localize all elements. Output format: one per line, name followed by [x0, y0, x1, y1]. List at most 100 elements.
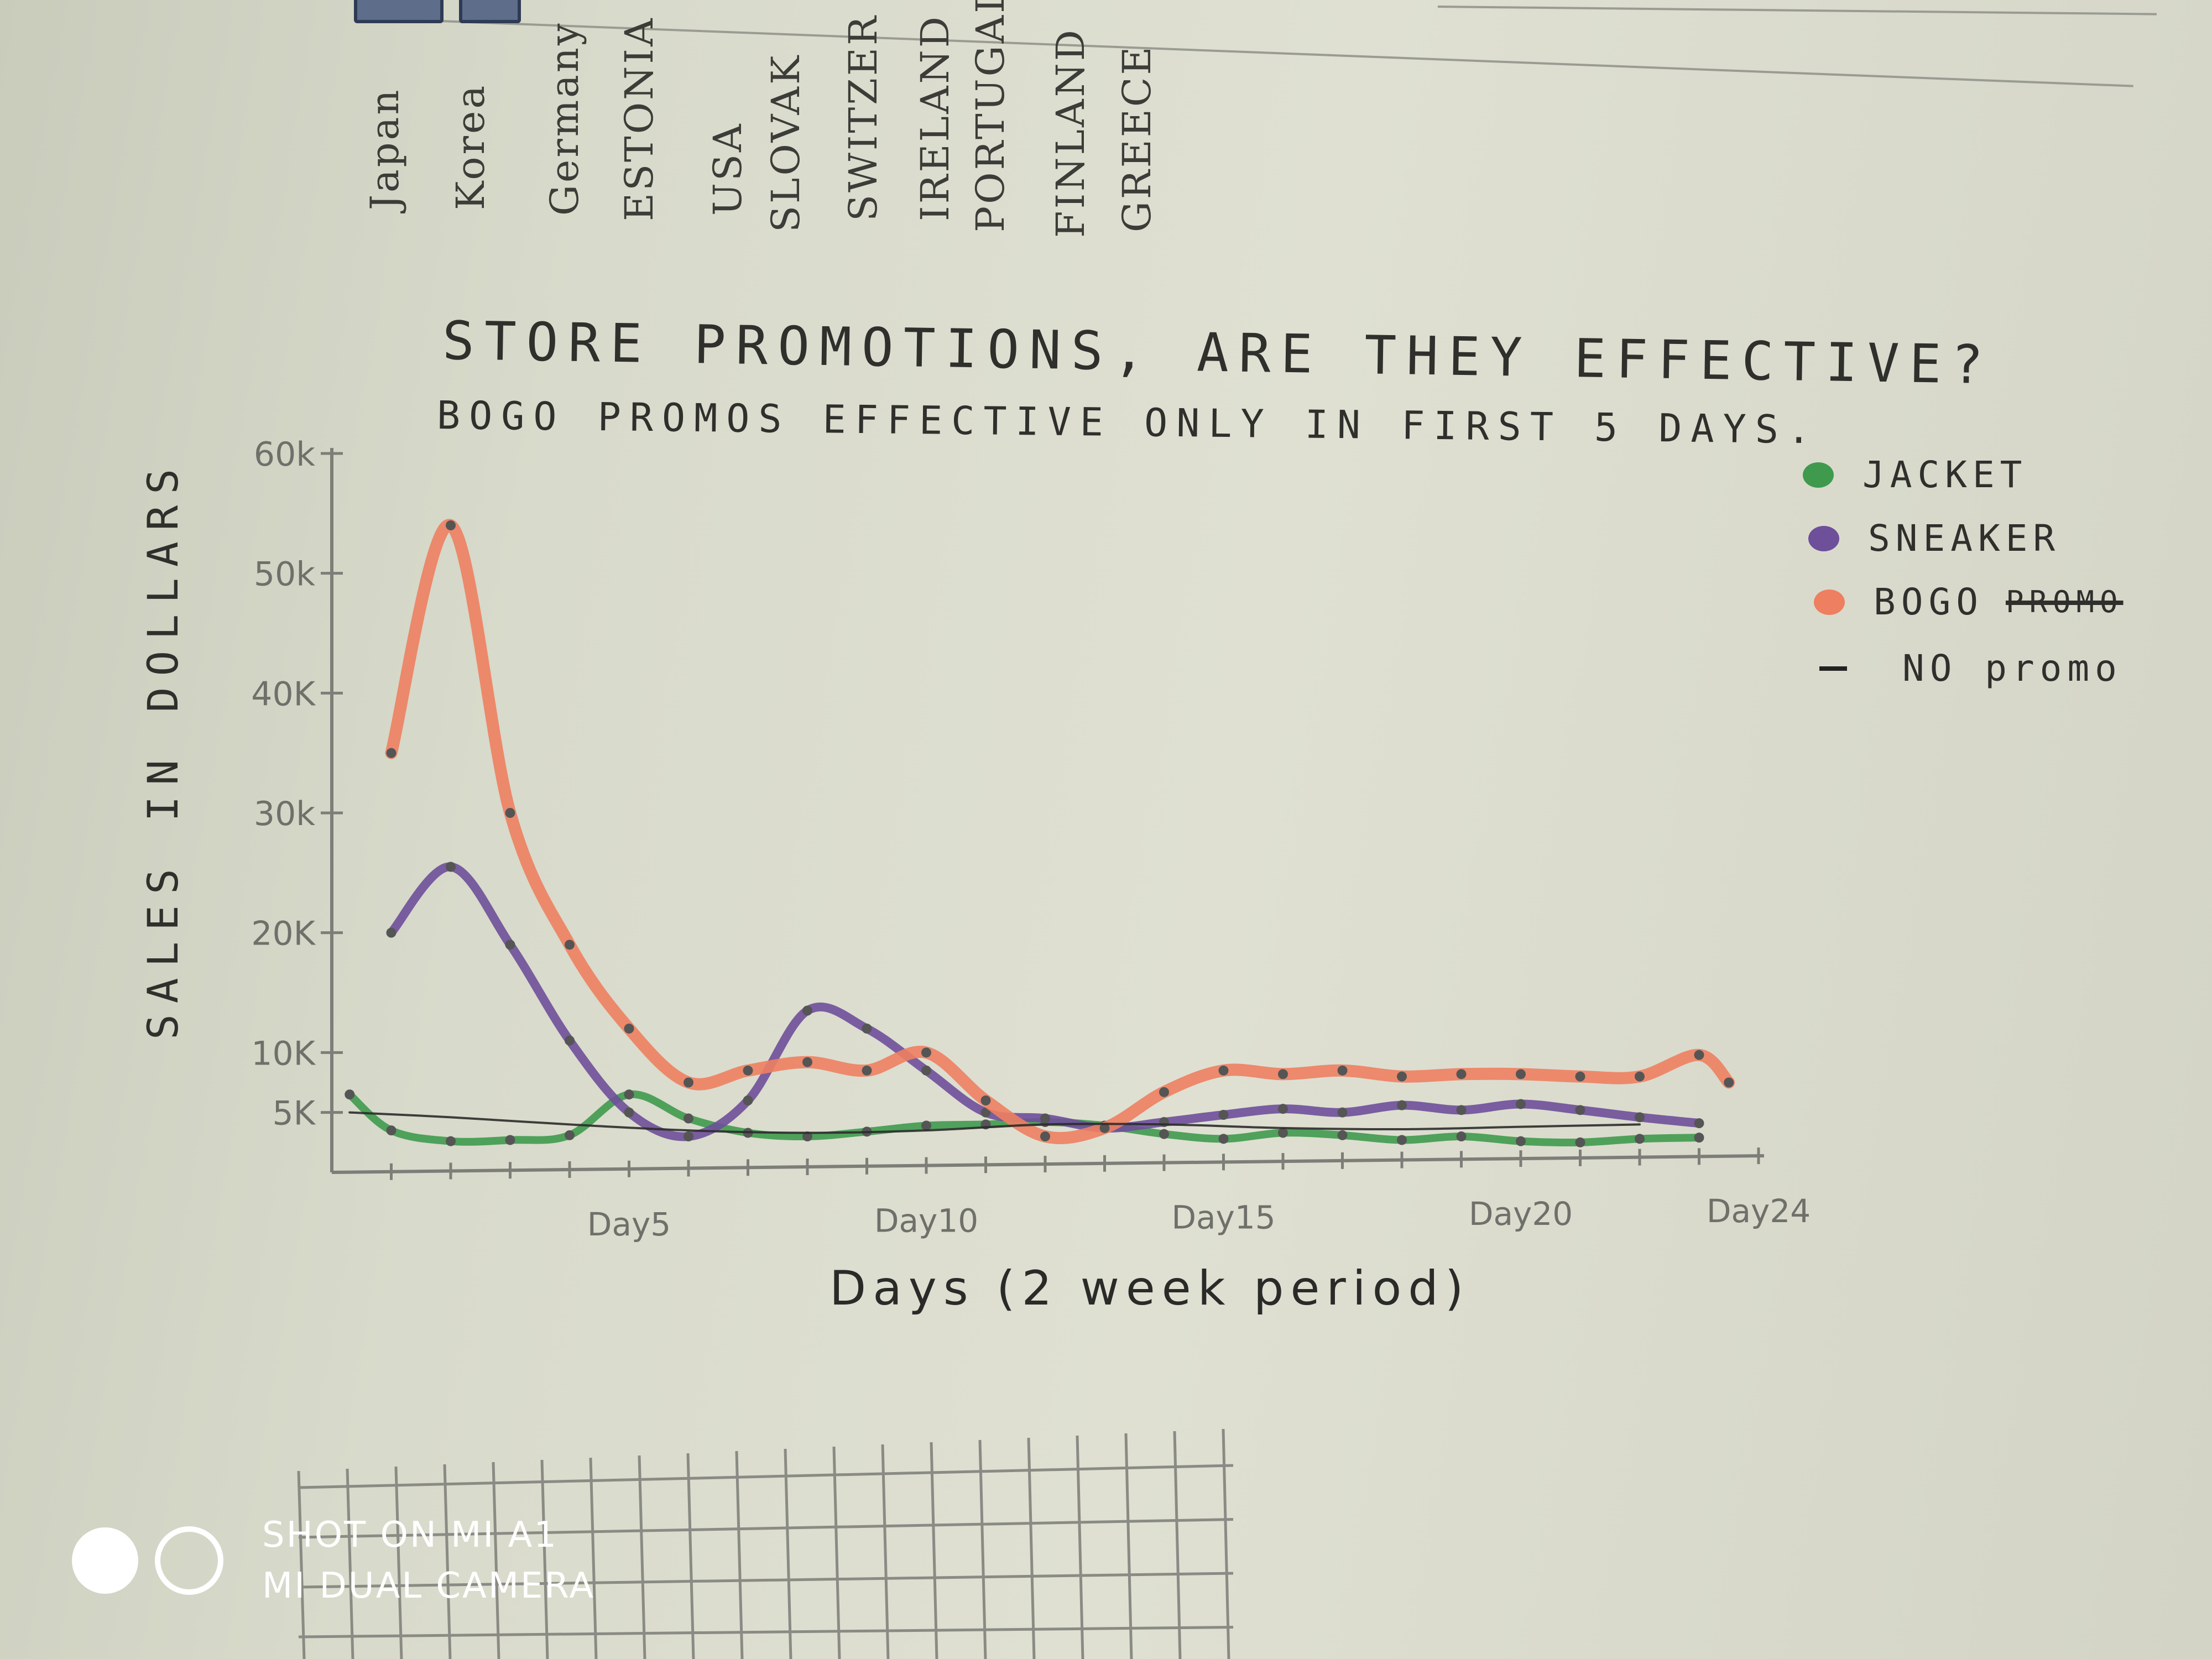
data-point-sneaker [921, 1065, 931, 1076]
y-tick-label: 5K [272, 1094, 316, 1133]
flag-korea-icon [459, 0, 521, 23]
data-point-sneaker [1635, 1112, 1645, 1123]
data-point-sneaker [802, 1005, 812, 1016]
data-point-sneaker [743, 1095, 753, 1105]
data-point-jacket [1218, 1134, 1229, 1144]
data-point-bogo [1516, 1069, 1526, 1079]
watermark-ring-circle-icon [155, 1526, 223, 1595]
data-point-bogo [1218, 1065, 1229, 1076]
data-point-bogo [565, 940, 575, 950]
y-tick-label: 50k [254, 555, 315, 594]
data-point-bogo [684, 1077, 693, 1088]
y-tick-label: 30k [254, 795, 315, 833]
legend-label-bogo: BOGO [1874, 581, 1984, 623]
x-tick-label: Day10 [874, 1202, 978, 1240]
chart-ticks: 5K 10K 20K 30k 40K 50k 60k Day5 Day10 Day15 Day20 D… [251, 435, 1811, 1243]
y-tick-label: 40K [251, 675, 316, 713]
legend-marker-no-promo [1819, 666, 1847, 671]
y-tick-label: 10K [251, 1034, 316, 1073]
data-point-bogo [1456, 1069, 1467, 1079]
data-point-sneaker [505, 940, 515, 950]
data-point-bogo [1724, 1077, 1734, 1088]
data-point-bogo [802, 1057, 812, 1067]
data-point-jacket [1456, 1131, 1467, 1141]
flag-japan-icon [354, 0, 444, 23]
chart-axes [330, 448, 1765, 1174]
data-point-bogo [980, 1095, 991, 1105]
data-point-jacket [1694, 1133, 1704, 1143]
data-point-bogo [1397, 1071, 1407, 1082]
x-tick-label: Day15 [1171, 1198, 1275, 1236]
data-point-jacket [345, 1089, 355, 1100]
x-axis-label: Days (2 week period) [830, 1261, 1470, 1316]
data-point-jacket [1575, 1137, 1585, 1147]
data-point-bogo [1278, 1069, 1288, 1079]
data-point-sneaker [684, 1131, 693, 1141]
data-point-jacket [386, 1125, 397, 1136]
data-point-sneaker [1218, 1110, 1229, 1120]
legend-label-jacket: JACKET [1863, 453, 2028, 496]
data-point-sneaker [1575, 1105, 1585, 1115]
data-point-bogo [386, 748, 397, 758]
data-point-sneaker [1278, 1104, 1288, 1114]
data-point-bogo [1159, 1087, 1169, 1097]
data-point-jacket [1278, 1128, 1288, 1138]
watermark-line1: SHOT ON MI A1 [262, 1515, 559, 1556]
series-line-bogo [385, 519, 1735, 1144]
data-point-jacket [505, 1135, 515, 1145]
x-tick-label: Day20 [1469, 1195, 1573, 1233]
legend-marker-jacket [1803, 462, 1834, 488]
x-axis-line [331, 1154, 1765, 1174]
data-point-bogo [862, 1065, 872, 1076]
legend-item-no-promo: NO promo [1814, 647, 2122, 690]
legend-item-bogo: BOGO PROMO [1814, 581, 2124, 623]
data-point-sneaker [1397, 1100, 1407, 1110]
legend-item-jacket: JACKET [1803, 453, 2027, 496]
legend-label-bogo-strike: PROMO [2005, 585, 2124, 619]
data-point-bogo [1040, 1131, 1050, 1141]
data-point-sneaker [862, 1024, 872, 1034]
y-tick-label: 60k [254, 435, 315, 474]
data-point-bogo [1099, 1123, 1110, 1133]
data-point-jacket [1635, 1134, 1645, 1144]
watermark-text: SHOT ON MI A1 MI DUAL CAMERA [262, 1510, 595, 1611]
data-point-sneaker [1337, 1107, 1348, 1118]
data-point-jacket [565, 1130, 575, 1140]
data-point-bogo [1635, 1071, 1645, 1082]
data-point-sneaker [565, 1035, 575, 1046]
data-point-jacket [1159, 1129, 1169, 1139]
legend-marker-bogo [1814, 589, 1845, 615]
data-point-jacket [921, 1120, 931, 1131]
data-point-bogo [743, 1065, 753, 1076]
watermark-filled-circle-icon [72, 1527, 138, 1594]
data-point-bogo [1575, 1071, 1585, 1082]
data-point-sneaker [624, 1107, 634, 1118]
data-point-jacket [624, 1089, 634, 1100]
data-point-bogo [505, 808, 515, 818]
series-line-no-promo [348, 1111, 1641, 1134]
data-point-bogo [624, 1024, 634, 1034]
data-point-bogo [446, 520, 456, 530]
data-point-bogo [921, 1047, 931, 1058]
data-point-bogo [1694, 1050, 1704, 1060]
data-point-sneaker [1694, 1118, 1704, 1129]
data-point-jacket [802, 1131, 812, 1141]
data-point-sneaker [1040, 1113, 1050, 1124]
data-point-sneaker [446, 862, 456, 872]
data-point-jacket [1397, 1135, 1407, 1145]
data-point-jacket [1516, 1136, 1526, 1146]
watermark-line2: MI DUAL CAMERA [262, 1566, 596, 1606]
legend-marker-sneaker [1808, 525, 1839, 551]
x-tick-label: Day24 [1707, 1192, 1811, 1230]
legend-label-no-promo: NO promo [1902, 647, 2122, 690]
x-tick-label: Day5 [587, 1206, 671, 1243]
data-point-jacket [446, 1136, 456, 1146]
data-point-sneaker [1456, 1105, 1467, 1115]
chart-series [345, 519, 1735, 1147]
data-point-sneaker [1516, 1099, 1526, 1109]
y-tick-label: 20K [251, 915, 316, 953]
data-point-jacket [684, 1113, 693, 1124]
legend-item-sneaker: SNEAKER [1808, 517, 2060, 560]
camera-watermark: SHOT ON MI A1 MI DUAL CAMERA [72, 1510, 595, 1611]
